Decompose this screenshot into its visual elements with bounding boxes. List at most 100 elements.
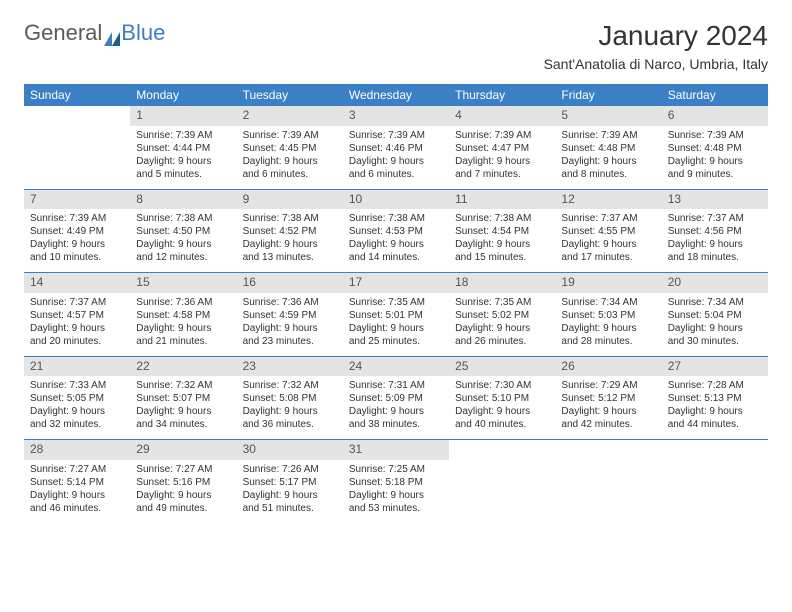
calendar-day-cell: 13Sunrise: 7:37 AMSunset: 4:56 PMDayligh… <box>662 189 768 273</box>
day-body: Sunrise: 7:27 AMSunset: 5:16 PMDaylight:… <box>130 460 236 523</box>
calendar-day-cell: 10Sunrise: 7:38 AMSunset: 4:53 PMDayligh… <box>343 189 449 273</box>
day-body: Sunrise: 7:39 AMSunset: 4:49 PMDaylight:… <box>24 209 130 272</box>
calendar-day-cell: 24Sunrise: 7:31 AMSunset: 5:09 PMDayligh… <box>343 356 449 440</box>
day-body: Sunrise: 7:35 AMSunset: 5:02 PMDaylight:… <box>449 293 555 356</box>
day-body: Sunrise: 7:34 AMSunset: 5:03 PMDaylight:… <box>555 293 661 356</box>
calendar-day-cell: 4Sunrise: 7:39 AMSunset: 4:47 PMDaylight… <box>449 106 555 189</box>
day-info-line: Sunrise: 7:30 AM <box>455 379 549 392</box>
day-body: Sunrise: 7:39 AMSunset: 4:44 PMDaylight:… <box>130 126 236 189</box>
day-info-line: Sunset: 4:55 PM <box>561 225 655 238</box>
day-body: Sunrise: 7:34 AMSunset: 5:04 PMDaylight:… <box>662 293 768 356</box>
day-info-line: Daylight: 9 hours and 21 minutes. <box>136 322 230 348</box>
calendar-day-cell: 1Sunrise: 7:39 AMSunset: 4:44 PMDaylight… <box>130 106 236 189</box>
day-info-line: Sunrise: 7:38 AM <box>243 212 337 225</box>
day-info-line: Daylight: 9 hours and 46 minutes. <box>30 489 124 515</box>
calendar-day-cell: 29Sunrise: 7:27 AMSunset: 5:16 PMDayligh… <box>130 440 236 523</box>
day-body: Sunrise: 7:32 AMSunset: 5:08 PMDaylight:… <box>237 376 343 439</box>
calendar-week-row: 14Sunrise: 7:37 AMSunset: 4:57 PMDayligh… <box>24 273 768 357</box>
calendar-week-row: 21Sunrise: 7:33 AMSunset: 5:05 PMDayligh… <box>24 356 768 440</box>
day-number: 12 <box>555 190 661 210</box>
day-body: Sunrise: 7:38 AMSunset: 4:50 PMDaylight:… <box>130 209 236 272</box>
logo-text-general: General <box>24 20 102 46</box>
day-info-line: Sunset: 4:50 PM <box>136 225 230 238</box>
day-info-line: Daylight: 9 hours and 26 minutes. <box>455 322 549 348</box>
day-body: Sunrise: 7:37 AMSunset: 4:57 PMDaylight:… <box>24 293 130 356</box>
day-body: Sunrise: 7:31 AMSunset: 5:09 PMDaylight:… <box>343 376 449 439</box>
calendar-day-cell: 26Sunrise: 7:29 AMSunset: 5:12 PMDayligh… <box>555 356 661 440</box>
day-header: Thursday <box>449 84 555 106</box>
day-info-line: Daylight: 9 hours and 12 minutes. <box>136 238 230 264</box>
calendar-day-cell: 23Sunrise: 7:32 AMSunset: 5:08 PMDayligh… <box>237 356 343 440</box>
calendar-day-cell <box>24 106 130 189</box>
day-body: Sunrise: 7:27 AMSunset: 5:14 PMDaylight:… <box>24 460 130 523</box>
calendar-table: Sunday Monday Tuesday Wednesday Thursday… <box>24 84 768 523</box>
calendar-day-cell: 20Sunrise: 7:34 AMSunset: 5:04 PMDayligh… <box>662 273 768 357</box>
day-number: 6 <box>662 106 768 126</box>
day-info-line: Sunset: 4:45 PM <box>243 142 337 155</box>
day-number: 28 <box>24 440 130 460</box>
day-info-line: Sunset: 4:57 PM <box>30 309 124 322</box>
day-info-line: Sunrise: 7:33 AM <box>30 379 124 392</box>
day-number: 27 <box>662 357 768 377</box>
day-info-line: Sunset: 5:08 PM <box>243 392 337 405</box>
calendar-body: 1Sunrise: 7:39 AMSunset: 4:44 PMDaylight… <box>24 106 768 523</box>
day-info-line: Sunset: 5:12 PM <box>561 392 655 405</box>
day-body: Sunrise: 7:28 AMSunset: 5:13 PMDaylight:… <box>662 376 768 439</box>
day-info-line: Sunrise: 7:28 AM <box>668 379 762 392</box>
day-number: 14 <box>24 273 130 293</box>
calendar-day-cell: 25Sunrise: 7:30 AMSunset: 5:10 PMDayligh… <box>449 356 555 440</box>
day-info-line: Daylight: 9 hours and 40 minutes. <box>455 405 549 431</box>
day-info-line: Daylight: 9 hours and 13 minutes. <box>243 238 337 264</box>
day-number: 3 <box>343 106 449 126</box>
day-info-line: Daylight: 9 hours and 51 minutes. <box>243 489 337 515</box>
day-info-line: Sunset: 5:04 PM <box>668 309 762 322</box>
calendar-week-row: 28Sunrise: 7:27 AMSunset: 5:14 PMDayligh… <box>24 440 768 523</box>
calendar-day-cell: 31Sunrise: 7:25 AMSunset: 5:18 PMDayligh… <box>343 440 449 523</box>
day-number: 13 <box>662 190 768 210</box>
day-number: 24 <box>343 357 449 377</box>
calendar-day-cell: 14Sunrise: 7:37 AMSunset: 4:57 PMDayligh… <box>24 273 130 357</box>
day-body: Sunrise: 7:26 AMSunset: 5:17 PMDaylight:… <box>237 460 343 523</box>
calendar-day-cell: 27Sunrise: 7:28 AMSunset: 5:13 PMDayligh… <box>662 356 768 440</box>
day-header: Tuesday <box>237 84 343 106</box>
day-info-line: Daylight: 9 hours and 7 minutes. <box>455 155 549 181</box>
day-info-line: Daylight: 9 hours and 32 minutes. <box>30 405 124 431</box>
day-header-row: Sunday Monday Tuesday Wednesday Thursday… <box>24 84 768 106</box>
day-info-line: Sunrise: 7:39 AM <box>561 129 655 142</box>
day-number: 30 <box>237 440 343 460</box>
day-info-line: Daylight: 9 hours and 10 minutes. <box>30 238 124 264</box>
day-info-line: Daylight: 9 hours and 36 minutes. <box>243 405 337 431</box>
day-number: 25 <box>449 357 555 377</box>
day-info-line: Sunrise: 7:37 AM <box>668 212 762 225</box>
day-body: Sunrise: 7:30 AMSunset: 5:10 PMDaylight:… <box>449 376 555 439</box>
day-body: Sunrise: 7:36 AMSunset: 4:58 PMDaylight:… <box>130 293 236 356</box>
calendar-day-cell: 17Sunrise: 7:35 AMSunset: 5:01 PMDayligh… <box>343 273 449 357</box>
day-number: 18 <box>449 273 555 293</box>
calendar-day-cell: 30Sunrise: 7:26 AMSunset: 5:17 PMDayligh… <box>237 440 343 523</box>
day-info-line: Sunrise: 7:35 AM <box>349 296 443 309</box>
day-info-line: Sunrise: 7:27 AM <box>136 463 230 476</box>
day-info-line: Sunrise: 7:38 AM <box>349 212 443 225</box>
day-info-line: Sunset: 4:59 PM <box>243 309 337 322</box>
day-info-line: Sunrise: 7:27 AM <box>30 463 124 476</box>
calendar-week-row: 1Sunrise: 7:39 AMSunset: 4:44 PMDaylight… <box>24 106 768 189</box>
calendar-day-cell: 18Sunrise: 7:35 AMSunset: 5:02 PMDayligh… <box>449 273 555 357</box>
day-info-line: Daylight: 9 hours and 20 minutes. <box>30 322 124 348</box>
day-number: 9 <box>237 190 343 210</box>
day-info-line: Sunset: 5:07 PM <box>136 392 230 405</box>
day-number: 5 <box>555 106 661 126</box>
day-body: Sunrise: 7:35 AMSunset: 5:01 PMDaylight:… <box>343 293 449 356</box>
day-info-line: Sunset: 5:05 PM <box>30 392 124 405</box>
day-info-line: Sunrise: 7:39 AM <box>136 129 230 142</box>
day-number: 22 <box>130 357 236 377</box>
logo: General Blue <box>24 20 165 46</box>
day-info-line: Sunset: 4:52 PM <box>243 225 337 238</box>
calendar-day-cell: 28Sunrise: 7:27 AMSunset: 5:14 PMDayligh… <box>24 440 130 523</box>
day-body: Sunrise: 7:33 AMSunset: 5:05 PMDaylight:… <box>24 376 130 439</box>
day-info-line: Sunset: 5:14 PM <box>30 476 124 489</box>
day-number: 10 <box>343 190 449 210</box>
day-info-line: Sunset: 4:46 PM <box>349 142 443 155</box>
day-header: Friday <box>555 84 661 106</box>
day-info-line: Daylight: 9 hours and 49 minutes. <box>136 489 230 515</box>
day-info-line: Sunrise: 7:36 AM <box>136 296 230 309</box>
